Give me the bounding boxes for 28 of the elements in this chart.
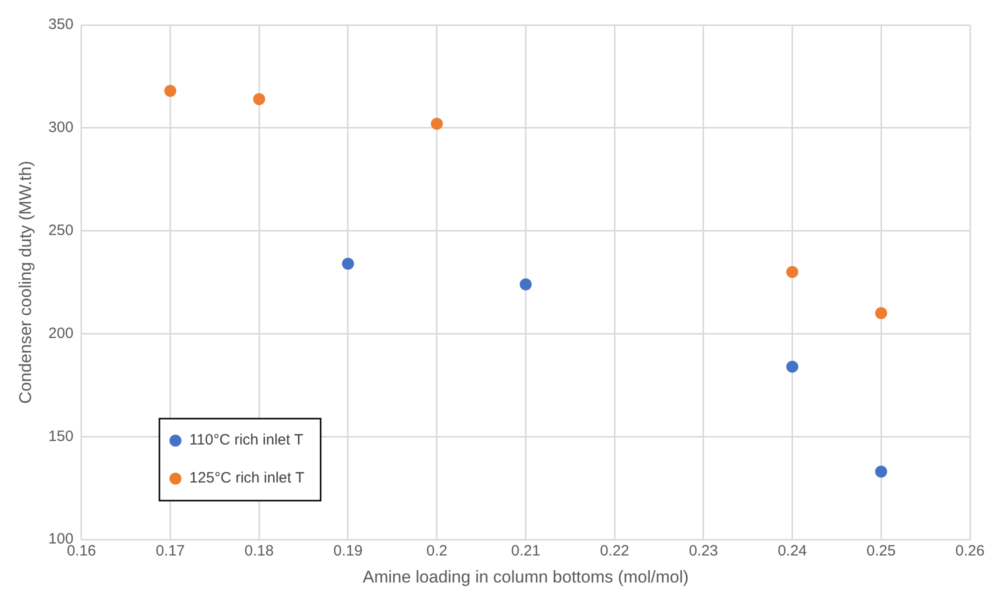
y-tick-label: 300 — [48, 119, 74, 136]
x-tick-label: 0.24 — [778, 542, 807, 560]
x-tick-label: 0.19 — [333, 542, 363, 560]
point — [875, 466, 888, 478]
x-axis-title: Amine loading in column bottoms (mol/mol) — [362, 567, 689, 586]
legend-label: 110°C rich inlet T — [189, 432, 304, 449]
point — [875, 307, 888, 320]
x-tick-label: 0.25 — [866, 542, 896, 560]
x-tick-label: 0.17 — [156, 542, 185, 560]
point — [520, 278, 532, 290]
x-tick-label: 0.23 — [688, 542, 718, 560]
x-tick-label: 0.22 — [600, 542, 630, 560]
x-tick-label: 0.2 — [426, 542, 448, 560]
x-tick-label: 0.26 — [955, 542, 985, 560]
point — [342, 258, 354, 270]
y-tick-label: 250 — [48, 222, 74, 239]
point — [164, 84, 176, 97]
y-tick-label: 150 — [48, 428, 74, 445]
y-axis-title: Condenser cooling duty (MW.th) — [16, 160, 35, 404]
x-tick-label: 0.21 — [511, 542, 540, 560]
point — [786, 360, 798, 373]
y-tick-label: 200 — [48, 324, 74, 342]
x-tick-label: 0.18 — [244, 542, 274, 560]
point — [430, 118, 443, 130]
point — [786, 266, 798, 278]
legend-label: 125°C rich inlet T — [189, 470, 304, 487]
point — [253, 93, 266, 106]
y-tick-label: 350 — [48, 16, 74, 34]
